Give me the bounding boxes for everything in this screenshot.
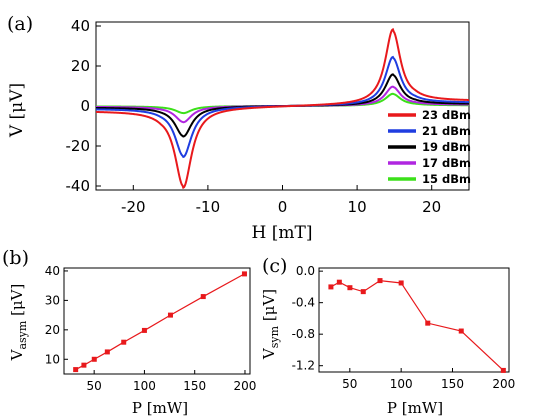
panel-b: (b) 50 100 150 200 10 20 30 40 P [mW] Vasym [μV… (2, 247, 256, 417)
panel-a: (a) -20 -10 0 10 20 -40 -20 0 20 40 23 dBm 21 dBm 1… (7, 13, 471, 243)
legend-entry: 21 dBm (422, 124, 471, 138)
panel-a-legend: 23 dBm 21 dBm 19 dBm 17 dBm 15 dBm (388, 108, 471, 186)
panel-c-y-tick-label: -0.8 (292, 327, 315, 341)
data-point (167, 312, 173, 318)
panel-b-x-tick-label: 200 (234, 379, 257, 393)
data-point (425, 320, 431, 326)
panel-b-ticks: 50 100 150 200 10 20 30 40 (45, 264, 257, 393)
panel-c: (c) 50 100 150 200 0.0 -0.4 -0.8 -1.2 P [mW] Vs… (260, 255, 515, 417)
panel-b-x-tick-label: 150 (183, 379, 206, 393)
panel-c-y-axis-label-unit: [μV] (260, 289, 278, 326)
panel-b-y-tick-label: 20 (45, 323, 60, 337)
data-point (377, 278, 383, 284)
data-point (347, 285, 353, 291)
panel-c-y-tick-label: -1.2 (292, 359, 315, 373)
data-point (91, 356, 97, 362)
data-point (200, 294, 206, 300)
panel-c-x-axis-label: P [mW] (387, 399, 443, 417)
panel-c-plot-frame (318, 267, 510, 373)
panel-b-x-axis-label: P [mW] (132, 399, 188, 417)
panel-b-y-axis-label: Vasym [μV] (8, 284, 29, 362)
panel-a-label: (a) (7, 13, 33, 35)
data-point (121, 339, 127, 345)
panel-c-series (328, 278, 506, 373)
panel-a-series (95, 27, 470, 190)
panel-a-x-tick-label: 0 (278, 198, 288, 216)
panel-a-y-axis-label: V [μV] (7, 83, 27, 138)
panel-a-ticks: -20 -10 0 10 20 -40 -20 0 20 40 (66, 17, 442, 216)
legend-entry: 15 dBm (422, 172, 471, 186)
panel-c-ticks: 50 100 150 200 0.0 -0.4 -0.8 -1.2 (292, 264, 516, 391)
panel-b-y-axis-label-unit: [μV] (8, 284, 26, 321)
panel-a-y-tick-label: -40 (66, 177, 91, 195)
panel-c-y-tick-label: 0.0 (296, 264, 315, 278)
data-point (73, 367, 79, 373)
panel-b-y-tick-label: 10 (45, 352, 60, 366)
data-point (104, 349, 110, 355)
panel-c-x-tick-label: 50 (342, 377, 357, 391)
data-point (141, 327, 147, 333)
panel-a-x-tick-label: -10 (196, 198, 221, 216)
legend-entry: 23 dBm (422, 108, 471, 122)
data-point (458, 328, 464, 334)
panel-c-x-tick-label: 100 (390, 377, 413, 391)
data-point (81, 362, 87, 368)
legend-entry: 19 dBm (422, 140, 471, 154)
panel-c-x-tick-label: 150 (441, 377, 464, 391)
data-point (500, 367, 506, 373)
series-line (96, 85, 470, 124)
panel-a-y-tick-label: 20 (71, 57, 90, 75)
panel-b-plot-frame (63, 267, 251, 375)
data-point (360, 289, 366, 295)
panel-c-x-tick-label: 200 (492, 377, 515, 391)
series-line (75, 273, 245, 371)
panel-b-label: (b) (2, 247, 29, 269)
data-point (398, 280, 404, 286)
panel-c-label: (c) (262, 255, 287, 277)
panel-a-y-tick-label: -20 (66, 137, 91, 155)
panel-b-y-axis-label-sub: asym (16, 320, 29, 349)
panel-b-x-tick-label: 50 (87, 379, 102, 393)
panel-a-x-axis-label: H [mT] (252, 223, 313, 243)
panel-b-y-tick-label: 40 (45, 264, 60, 278)
panel-c-y-tick-label: -0.4 (292, 296, 315, 310)
series-line (95, 27, 470, 190)
panel-a-x-tick-label: 20 (422, 198, 441, 216)
data-point (241, 271, 247, 277)
legend-entry: 17 dBm (422, 156, 471, 170)
data-point (328, 284, 334, 290)
panel-b-y-axis-label-main: V (8, 348, 26, 361)
panel-c-y-axis-label: Vsym [μV] (260, 289, 281, 360)
panel-b-y-tick-label: 30 (45, 293, 60, 307)
panel-b-x-tick-label: 100 (133, 379, 156, 393)
panel-c-y-axis-label-sub: sym (268, 325, 281, 348)
panel-b-series (73, 271, 247, 373)
panel-a-x-tick-label: 10 (348, 198, 367, 216)
panel-c-y-axis-label-main: V (260, 347, 278, 360)
series-line (330, 279, 504, 371)
data-point (336, 279, 342, 285)
panel-a-x-tick-label: -20 (121, 198, 146, 216)
panel-a-y-tick-label: 40 (71, 17, 90, 35)
panel-a-y-tick-label: 0 (80, 97, 90, 115)
